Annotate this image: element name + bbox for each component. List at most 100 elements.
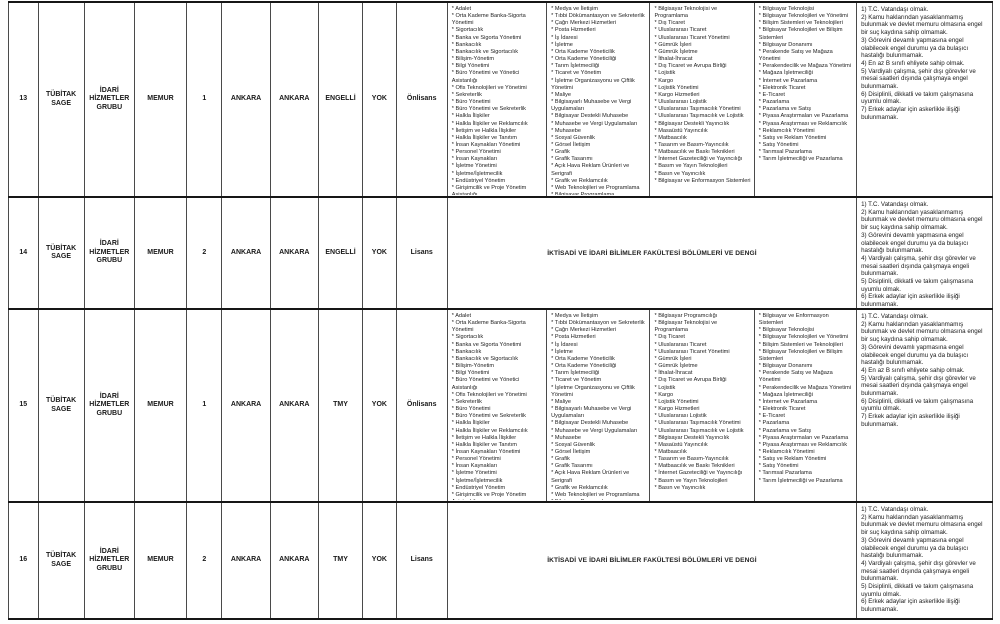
cell-programs-group-4: Bilgisayar ve Enformasyon SistemleriBilg… (753, 308, 858, 503)
program-item: Perakende Satış ve Mağaza Yönetimi (759, 370, 854, 384)
program-item: Endüstriyel Yönetim (452, 178, 544, 185)
cell-merged-faculty: İKTİSADİ VE İDARİ BİLİMLER FAKÜLTESİ BÖL… (446, 196, 858, 310)
cell-education-level: Lisans (395, 501, 448, 620)
program-item: Perakendecilik ve Mağaza Yönetimi (759, 385, 854, 392)
program-item: Tarım İşletmeciliği ve Pazarlama (759, 478, 854, 485)
requirement-line: 3) Görevini devamlı yapmasına engel olab… (861, 343, 969, 367)
program-item: Grafik ve Reklamcılık (551, 178, 647, 185)
program-item: Uluslararası Ticaret (654, 342, 751, 349)
program-item: Uluslararası Lojistik (654, 99, 751, 106)
requirement-line: 1) T.C. Vatandaşı olmak. (861, 313, 929, 320)
program-item: Sosyal Güvenlik (551, 442, 647, 449)
cell-city: ANKARA (221, 196, 271, 310)
program-item: İşletme Yönetimi (452, 163, 544, 170)
program-item: Bilgisayar Teknolojisi ve Programlama (654, 6, 751, 20)
program-item: Bilgisayar Teknolojileri ve Yönetimi (759, 13, 854, 20)
program-item: Bilgisayar Destekli Yayıncılık (654, 435, 751, 442)
program-item: Bankacılık ve Sigortacılık (452, 356, 544, 363)
requirement-line: 4) Vardiyalı çalışma, şehir dışı görevle… (861, 254, 976, 278)
program-item: Lojistik Yönetimi (654, 399, 751, 406)
requirement-line: 6) Erkek adaylar için askerlikle ilişiği… (861, 598, 960, 614)
program-item: Tarımsal Pazarlama (759, 149, 854, 156)
programs-list: Bilgisayar Teknolojisi ve ProgramlamaDış… (651, 4, 753, 195)
cell-count: 1 (186, 308, 223, 503)
cell-group: İDARİ HİZMETLER GRUBU (83, 196, 135, 310)
program-item: Maliye (551, 92, 647, 99)
program-item: Ofis Teknolojileri ve Yönetimi (452, 85, 544, 92)
cell-programs-group-1: AdaletOrta Kademe Banka-Sigorta Yönetimi… (446, 1, 548, 198)
program-item: Dış Ticaret (654, 20, 751, 27)
program-item: İşletme Organizasyonu ve Çiftlik Yönetim… (551, 385, 647, 399)
requirements-list: 1) T.C. Vatandaşı olmak. 2) Kamu hakların… (858, 311, 992, 500)
program-item: Personel Yönetimi (452, 149, 544, 156)
program-item: Adalet (452, 6, 544, 13)
program-item: Banka ve Sigorta Yönetimi (452, 35, 544, 42)
cell-programs-group-2: Medya ve İletişimTıbbi Dökümantasyon ve … (546, 308, 651, 503)
program-item: E-Ticaret (759, 92, 854, 99)
requirement-line: 3) Görevini devamlı yapmasına engel olab… (861, 536, 969, 560)
program-item: Mağaza İşletmeciliği (759, 392, 854, 399)
program-item: Basım ve Yayın Teknolojileri (654, 163, 751, 170)
program-item: İthalat-İhracat (654, 370, 751, 377)
requirement-line: 2) Kamu haklarından yasaklanmamış bulunm… (861, 13, 983, 37)
program-item: Muhasebe (551, 435, 647, 442)
program-item: Büro Yönetimi ve Sekreterlik (452, 413, 544, 420)
cell-education-level: Önlisans (395, 1, 448, 198)
programs-list: Bilgisayar TeknolojisiBilgisayar Teknolo… (755, 4, 855, 195)
program-item: Bilgi Yönetimi (452, 63, 544, 70)
program-item: Gümrük İşleri (654, 356, 751, 363)
program-item: Bankacılık (452, 42, 544, 49)
cell-quota-type: TMY (317, 308, 364, 503)
program-item: Web Teknolojileri ve Programlama (551, 492, 647, 499)
program-item: Lojistik (654, 385, 751, 392)
program-item: Büro Yönetimi ve Yönetici Asistanlığı (452, 377, 544, 391)
cell-programs-group-3: Bilgisayar ProgramcılığıBilgisayar Tekno… (649, 308, 755, 503)
program-item: Uluslararası Taşımacılık Yönetimi (654, 420, 751, 427)
program-item: Halkla İlişkiler ve Tanıtım (452, 135, 544, 142)
requirement-line: 3) Görevini devamlı yapmasına engel olab… (861, 36, 969, 60)
program-item: Basın ve Yayıncılık (654, 485, 751, 492)
program-item: Pazarlama ve Satış (759, 428, 854, 435)
program-item: Pazarlama (759, 99, 854, 106)
requirement-line: 2) Kamu haklarından yasaklanmamış bulunm… (861, 513, 983, 537)
program-item: Orta Kademe Yöneticiliği (551, 56, 647, 63)
program-item: İnsan Kaynakları (452, 463, 544, 470)
program-item: Piyasa Araştırması ve Reklamcılık (759, 442, 854, 449)
program-item: Reklamcılık Yönetimi (759, 128, 854, 135)
program-item: Piyasa Araştırması ve Reklamcılık (759, 121, 854, 128)
program-item: Orta Kademe Banka-Sigorta Yönetimi (452, 13, 544, 27)
program-item: Posta Hizmetleri (551, 334, 647, 341)
program-item: Basım ve Yayın Teknolojileri (654, 478, 751, 485)
program-item: Halkla İlişkiler ve Reklamcılık (452, 428, 544, 435)
program-item: Uluslararası Ticaret Yönetimi (654, 35, 751, 42)
program-item: Medya ve İletişim (551, 6, 647, 13)
program-item: İnsan Kaynakları Yönetimi (452, 142, 544, 149)
cell-city: ANKARA (221, 1, 271, 198)
cell-requirements: 1) T.C. Vatandaşı olmak. 2) Kamu hakların… (856, 1, 993, 198)
cell-row-no: 14 (8, 196, 39, 310)
program-item: Bankacılık ve Sigortacılık (452, 49, 544, 56)
program-item: Dış Ticaret ve Avrupa Birliği (654, 63, 751, 70)
program-item: Çağrı Merkezi Hizmetleri (551, 327, 647, 334)
program-item: Bilgisayarlı Muhasebe ve Vergi Uygulamal… (551, 406, 647, 420)
program-item: Uluslararası Taşımacılık ve Lojistik (654, 428, 751, 435)
program-item: Kargo Hizmetleri (654, 92, 751, 99)
program-item: Bilgisayar Destekli Muhasebe (551, 420, 647, 427)
program-item: Büro Yönetimi (452, 406, 544, 413)
program-item: Bilişim-Yönetim (452, 363, 544, 370)
cell-programs-group-2: Medya ve İletişimTıbbi Dökümantasyon ve … (546, 1, 651, 198)
cell-programs-group-1: AdaletOrta Kademe Banka-Sigorta Yönetimi… (446, 308, 548, 503)
program-item: Tarım İşletmeciliği (551, 63, 647, 70)
program-item: Ticaret ve Yönetim (551, 70, 647, 77)
cell-workplace: ANKARA (269, 308, 319, 503)
cell-quota-type: ENGELLİ (317, 1, 364, 198)
program-item: Reklamcılık Yönetimi (759, 449, 854, 456)
program-item: Tarım İşletmeciliği (551, 370, 647, 377)
program-item: Perakendecilik ve Mağaza Yönetimi (759, 63, 854, 70)
program-item: Bilgisayarlı Muhasebe ve Vergi Uygulamal… (551, 99, 647, 113)
cell-position: MEMUR (133, 1, 188, 198)
program-item: Sekreterlik (452, 399, 544, 406)
program-item: Bilgisayar Teknolojileri ve Yönetimi (759, 334, 854, 341)
program-item: Büro Yönetimi (452, 99, 544, 106)
program-item: İnternet Gazeteciliği ve Yayıncılığı (654, 156, 751, 163)
